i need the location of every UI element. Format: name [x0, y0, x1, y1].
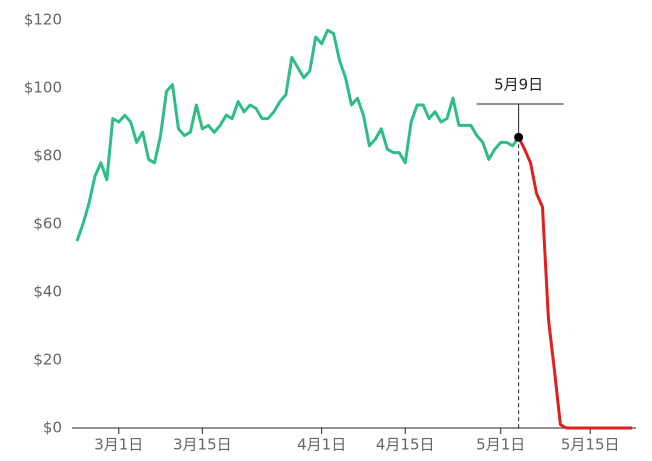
- y-tick-label: $20: [33, 351, 62, 369]
- x-tick-label: 3月15日: [173, 436, 232, 454]
- line-series: [75, 28, 520, 242]
- y-tick-label: $100: [24, 79, 62, 97]
- x-tick-label: 4月1日: [297, 436, 346, 454]
- y-tick-label: $60: [33, 215, 62, 233]
- annotation-point: [514, 132, 524, 142]
- line-series: [517, 136, 632, 430]
- x-tick-label: 3月1日: [94, 436, 143, 454]
- x-tick-label: 5月1日: [476, 436, 525, 454]
- x-tick-label: 4月15日: [376, 436, 435, 454]
- y-tick-label: $40: [33, 283, 62, 301]
- y-tick-label: $80: [33, 147, 62, 165]
- x-tick-label: 5月15日: [561, 436, 620, 454]
- annotation-label: 5月9日: [494, 76, 543, 94]
- y-tick-label: $0: [43, 419, 62, 437]
- y-tick-label: $120: [24, 11, 62, 29]
